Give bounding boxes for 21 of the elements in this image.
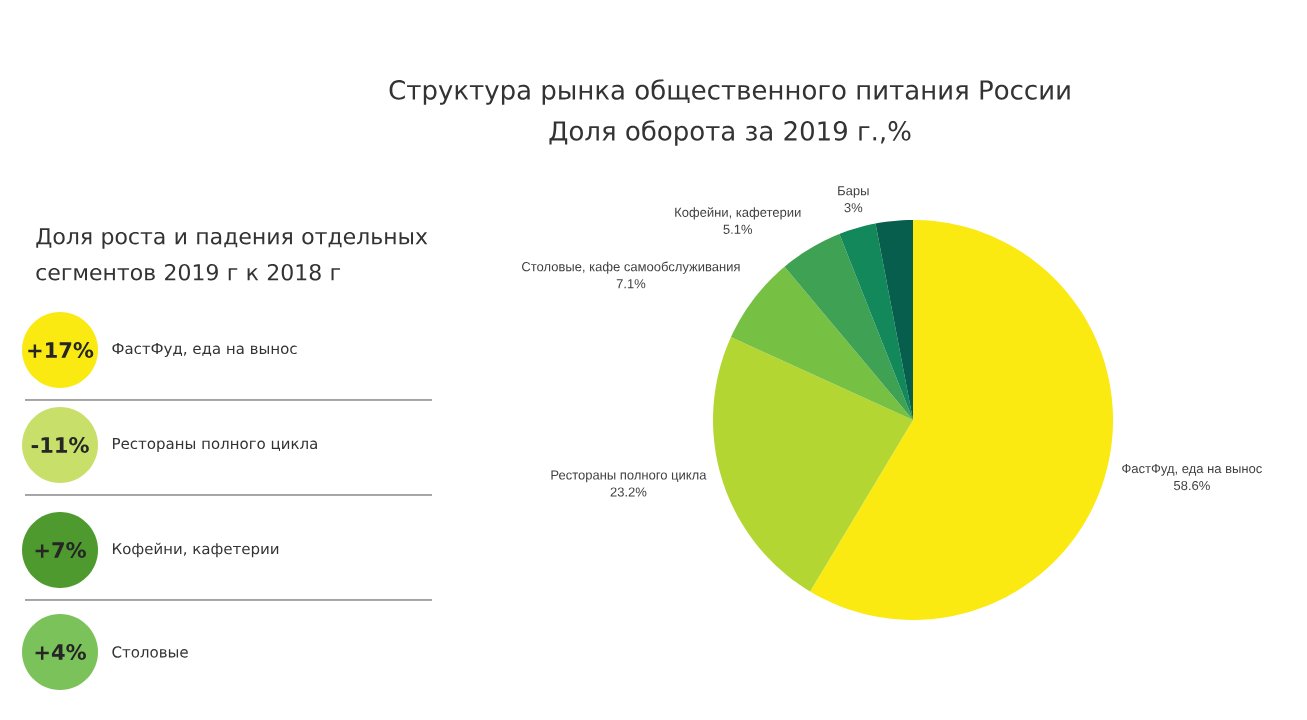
slice-label: Рестораны полного цикла xyxy=(551,470,707,483)
slice-label: Столовые, кафе самообслуживания xyxy=(522,261,740,274)
data-label: 5.1% xyxy=(723,224,753,234)
text: +4% xyxy=(35,644,86,660)
text: +7% xyxy=(35,542,86,558)
category-label: ФастФуд, еда на вынос xyxy=(112,342,297,358)
text: -11% xyxy=(31,437,89,453)
chart-title: Структура рынка общественного питания России xyxy=(389,79,1070,105)
data-label: 58.6% xyxy=(1173,480,1210,491)
category-label: Кофейни, кафетерии xyxy=(113,542,279,558)
text: Доля роста и падения отдельных сегментов 2019 г к 2018 г xyxy=(36,228,428,281)
slice-label: Бары xyxy=(838,186,869,198)
text: +17% xyxy=(28,342,94,358)
category-label: Столовые xyxy=(112,646,188,658)
data-label: 23.2% xyxy=(610,487,647,497)
slice-label: Кофейни, кафетерии xyxy=(675,207,801,220)
category-label: Рестораны полного цикла xyxy=(113,437,317,453)
slice-label: ФастФуд, еда на вынос xyxy=(1122,464,1262,476)
data-label: 7.1% xyxy=(616,279,646,289)
data-label: 3% xyxy=(844,203,863,213)
chart-subtitle: Доля оборота за 2019 г.,% xyxy=(549,120,911,146)
